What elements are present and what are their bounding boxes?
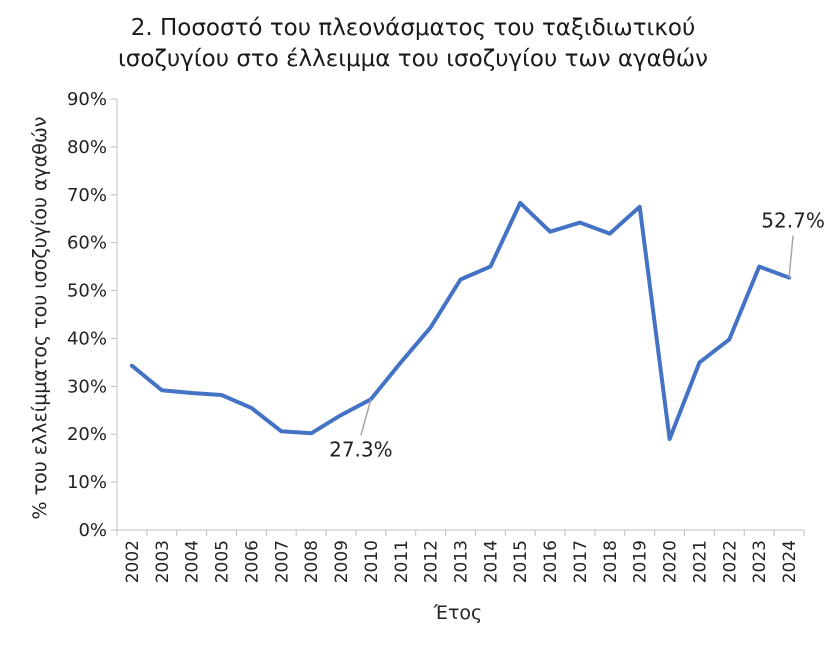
x-tick-label: 2011 [392, 540, 412, 583]
chart-title-line-2: ισοζυγίου στο έλλειμμα του ισοζυγίου των… [118, 46, 708, 72]
annotation-leader-line [788, 235, 794, 278]
x-tick-label: 2009 [332, 540, 352, 583]
y-tick-label: 80% [67, 137, 107, 158]
annotations: 27.3% 52.7% [329, 209, 825, 462]
y-tick-label: 10% [67, 472, 107, 493]
series-line [129, 200, 792, 441]
x-tick-label: 2015 [511, 540, 531, 583]
x-tick-label: 2012 [422, 540, 442, 583]
x-tick-label: 2006 [242, 540, 262, 583]
y-tick-label: 90% [67, 89, 107, 110]
data-label: 52.7% [761, 209, 825, 233]
x-tick-label: 2004 [183, 540, 203, 583]
y-tick-label: 0% [78, 520, 107, 541]
chart-title-line-1: 2. Ποσοστό του πλεονάσματος του ταξιδιωτ… [131, 15, 696, 41]
x-tick-label: 2008 [302, 540, 322, 583]
x-tick-label: 2023 [750, 540, 770, 583]
x-axis: 2002 2003 2004 2005 2006 2007 2008 2009 2010 2011… [116, 529, 805, 583]
x-tick-label: 2016 [541, 540, 561, 583]
y-axis-label: % του ελλείμματος του ισοζυγίου αγαθών [29, 117, 51, 520]
y-tick-label: 30% [67, 376, 107, 397]
series-line-group [129, 200, 792, 441]
x-tick-label: 2019 [631, 540, 651, 583]
x-tick-label: 2020 [661, 540, 681, 583]
data-label: 27.3% [329, 437, 393, 461]
x-tick-label: 2018 [601, 540, 621, 583]
x-tick-label: 2003 [153, 540, 173, 583]
x-tick-label: 2007 [272, 540, 292, 583]
x-tick-label: 2002 [123, 540, 143, 583]
x-axis-label: Έτος [433, 602, 482, 624]
y-tick-label: 20% [67, 424, 107, 445]
y-tick-label: 70% [67, 185, 107, 206]
x-tick-label: 2021 [690, 540, 710, 583]
x-tick-label: 2013 [452, 540, 472, 583]
x-tick-label: 2005 [213, 540, 233, 583]
x-tick-label: 2010 [362, 540, 382, 583]
y-tick-label: 60% [67, 233, 107, 254]
x-tick-label: 2024 [780, 540, 800, 583]
annotation-leader-line [360, 399, 372, 436]
x-tick-label: 2014 [481, 540, 501, 583]
x-tick-label: 2022 [720, 540, 740, 583]
y-tick-label: 40% [67, 328, 107, 349]
x-tick-label: 2017 [571, 540, 591, 583]
y-axis: 0% 10% 20% 30% 40% 50% 60% 70% 80% 90% [67, 89, 118, 541]
y-tick-label: 50% [67, 281, 107, 302]
